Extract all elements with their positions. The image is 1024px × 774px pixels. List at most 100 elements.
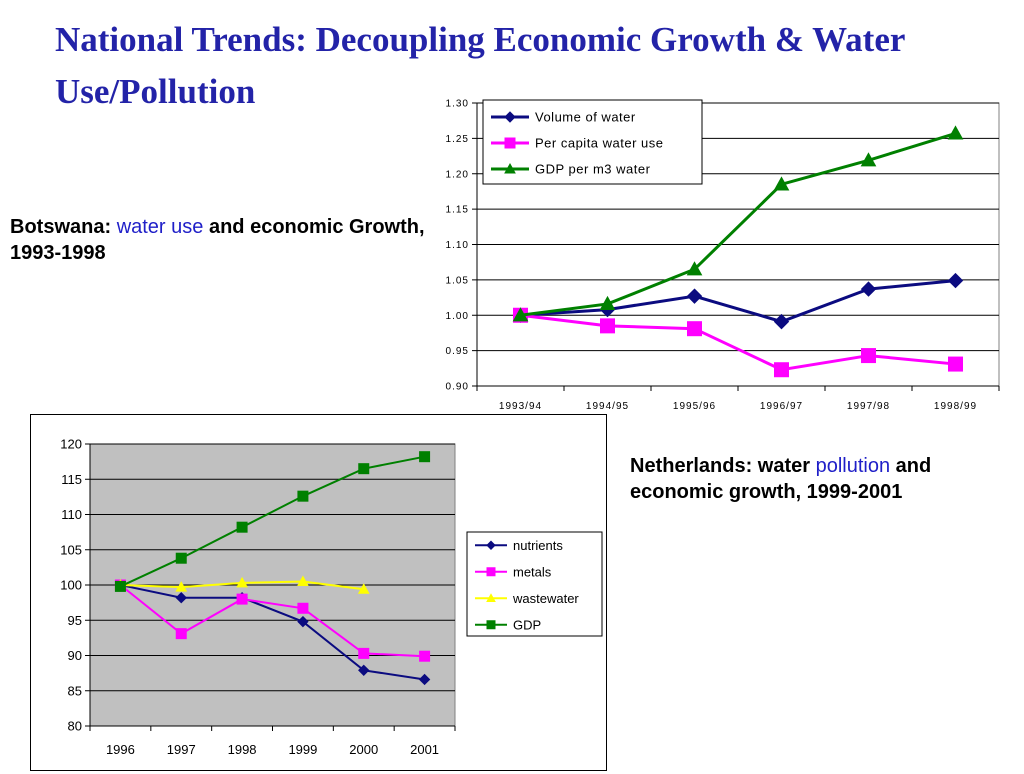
data-point <box>773 176 790 191</box>
data-point <box>948 356 963 372</box>
y-tick-label: 1.05 <box>446 275 469 286</box>
series-4 <box>114 451 431 592</box>
legend-item: Per capita water use <box>491 136 664 151</box>
legend-marker <box>486 540 496 550</box>
y-tick-label: 1.30 <box>446 99 469 110</box>
legend: nutrients metals wastewater GDP <box>466 531 603 637</box>
data-point <box>860 281 877 297</box>
caption-netherlands-post: and economic growth, 1999-2001 <box>630 455 932 503</box>
data-point <box>773 313 790 330</box>
series-line <box>520 131 956 317</box>
y-tick-label: 1.20 <box>446 169 469 180</box>
legend-label: nutrients <box>513 538 563 553</box>
y-tick-label: 115 <box>61 472 82 487</box>
data-point <box>861 348 876 364</box>
legend-marker <box>486 567 496 577</box>
data-point <box>297 602 309 614</box>
legend-marker <box>486 593 496 602</box>
series-line <box>119 455 425 588</box>
data-point <box>687 321 702 337</box>
data-point <box>297 615 309 628</box>
legend-item: GDP per m3 water <box>491 162 651 177</box>
data-point <box>175 591 187 604</box>
data-point <box>358 463 370 475</box>
page-title: National Trends: Decoupling Economic Gro… <box>55 20 905 111</box>
x-tick-label: 1996/97 <box>760 401 803 412</box>
data-point <box>599 295 616 311</box>
data-point <box>114 580 126 592</box>
y-tick-labels: 0.90 0.95 1.00 1.05 1.10 1.15 1.20 1.25 1.30 <box>446 99 469 393</box>
data-point <box>418 673 431 686</box>
netherlands-chart: 80 85 90 95 100 105 110 115 120 1996 1997 1998 1999 2… <box>30 414 607 771</box>
data-point <box>357 583 370 594</box>
y-tick-label: 1.25 <box>446 134 469 145</box>
series-line <box>520 279 956 324</box>
data-point <box>236 593 248 605</box>
legend-box <box>466 531 603 637</box>
data-point <box>947 125 964 140</box>
x-tick-label: 1999 <box>288 742 317 757</box>
y-tick-label: 1.15 <box>446 205 469 216</box>
legend-marker <box>486 620 496 630</box>
y-tick-label: 1.00 <box>446 311 469 322</box>
y-tick-label: 120 <box>60 437 82 452</box>
y-tick-label: 105 <box>60 542 82 557</box>
legend-item: Volume of water <box>491 110 636 125</box>
legend-label: Per capita water use <box>535 136 664 151</box>
legend-item: nutrients <box>475 538 563 553</box>
data-point <box>419 451 431 463</box>
legend-label: GDP per m3 water <box>535 162 651 177</box>
data-point <box>175 581 188 592</box>
data-point <box>175 552 187 564</box>
series-3 <box>512 125 964 322</box>
x-tick-label: 1997/98 <box>847 401 890 412</box>
data-point <box>947 272 964 289</box>
data-point <box>297 490 309 502</box>
x-tick-label: 1998 <box>228 742 257 757</box>
data-point <box>236 521 248 533</box>
data-point <box>774 362 789 378</box>
caption-botswana-pre: Botswana: <box>10 216 117 238</box>
y-tick-label: 80 <box>68 719 82 734</box>
series-line <box>119 584 425 658</box>
x-tick-label: 2001 <box>410 742 439 757</box>
legend-item: metals <box>475 564 552 579</box>
legend-label: Volume of water <box>535 110 636 125</box>
x-tick-labels: 1993/94 1994/95 1995/96 1996/97 1997/98 1998/… <box>476 386 1000 412</box>
x-tick-label: 1997 <box>167 742 196 757</box>
legend-item: GDP <box>475 617 541 632</box>
y-tick-label: 1.10 <box>446 240 469 251</box>
y-tick-label: 90 <box>68 648 82 663</box>
caption-netherlands-pre: Netherlands: water <box>630 455 816 477</box>
caption-botswana-highlight: water use <box>116 216 204 238</box>
data-point <box>358 647 370 659</box>
data-point <box>419 650 431 662</box>
caption-netherlands-highlight: pollution <box>815 455 891 477</box>
legend-label: wastewater <box>512 591 579 606</box>
data-point <box>297 575 309 586</box>
y-tick-label: 100 <box>60 578 82 593</box>
data-point <box>686 288 703 304</box>
y-tick-label: 110 <box>61 507 82 522</box>
x-tick-label: 2000 <box>349 742 378 757</box>
series-line <box>520 313 956 372</box>
y-tick-label: 95 <box>68 613 82 628</box>
data-point <box>512 307 529 322</box>
data-point <box>175 628 187 640</box>
caption-botswana-post: and economic Growth, 1993-1998 <box>10 216 425 264</box>
x-tick-label: 1998/99 <box>934 401 977 412</box>
legend-marker <box>504 162 516 174</box>
data-point <box>686 261 703 276</box>
x-tick-label: 1995/96 <box>673 401 716 412</box>
caption-botswana: Botswana: water use and economic Growth,… <box>10 214 450 266</box>
y-tick-label: 0.90 <box>446 382 469 393</box>
x-tick-label: 1996 <box>106 742 135 757</box>
data-point <box>358 664 370 677</box>
legend-marker <box>504 137 516 149</box>
data-point <box>236 576 248 588</box>
legend-item: wastewater <box>475 591 579 606</box>
legend: Volume of water Per capita water use GDP p… <box>482 99 703 185</box>
series-line <box>120 584 425 681</box>
x-tick-labels: 1996 1997 1998 1999 2000 2001 <box>89 726 456 757</box>
data-point <box>600 318 615 334</box>
